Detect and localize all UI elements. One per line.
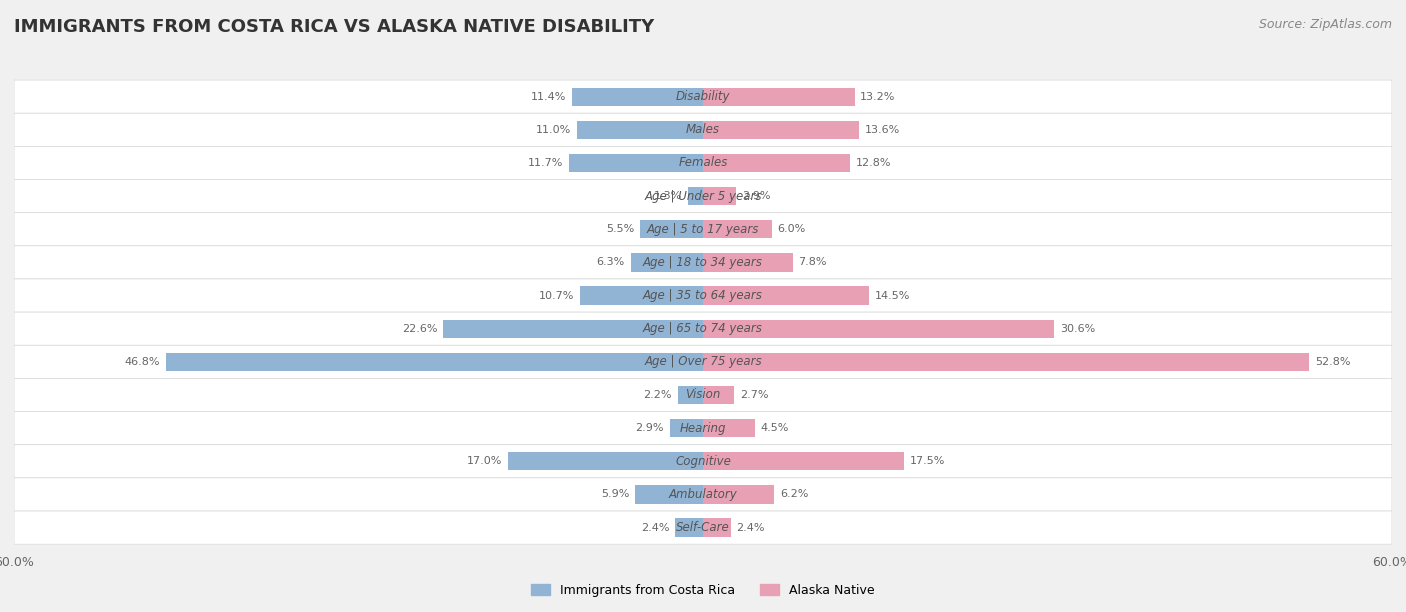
Bar <box>688 187 703 205</box>
Text: Age | Under 5 years: Age | Under 5 years <box>644 190 762 203</box>
Text: 2.4%: 2.4% <box>737 523 765 532</box>
Text: 12.8%: 12.8% <box>856 158 891 168</box>
FancyBboxPatch shape <box>14 246 1392 279</box>
Bar <box>703 88 855 106</box>
Bar <box>703 154 851 172</box>
Bar <box>636 485 703 504</box>
Bar <box>669 419 703 437</box>
Bar <box>581 286 703 305</box>
Text: 6.0%: 6.0% <box>778 224 806 234</box>
FancyBboxPatch shape <box>14 511 1392 544</box>
FancyBboxPatch shape <box>14 445 1392 478</box>
Text: Age | 5 to 17 years: Age | 5 to 17 years <box>647 223 759 236</box>
Text: 13.6%: 13.6% <box>865 125 900 135</box>
Text: 1.3%: 1.3% <box>654 191 682 201</box>
Bar <box>703 386 734 404</box>
Bar <box>572 88 703 106</box>
Text: 6.2%: 6.2% <box>780 490 808 499</box>
Bar <box>640 220 703 238</box>
FancyBboxPatch shape <box>14 80 1392 113</box>
FancyBboxPatch shape <box>14 345 1392 378</box>
Text: Age | Over 75 years: Age | Over 75 years <box>644 356 762 368</box>
Text: 17.0%: 17.0% <box>467 457 502 466</box>
Bar <box>703 452 904 471</box>
FancyBboxPatch shape <box>14 113 1392 146</box>
Text: 5.5%: 5.5% <box>606 224 634 234</box>
Text: 4.5%: 4.5% <box>761 423 789 433</box>
Bar <box>703 121 859 139</box>
Bar <box>703 220 772 238</box>
Text: 52.8%: 52.8% <box>1315 357 1351 367</box>
Text: Age | 65 to 74 years: Age | 65 to 74 years <box>643 322 763 335</box>
Text: Disability: Disability <box>676 90 730 103</box>
Bar <box>703 286 869 305</box>
Bar <box>678 386 703 404</box>
Bar <box>508 452 703 471</box>
Bar <box>703 419 755 437</box>
Bar <box>568 154 703 172</box>
Text: 5.9%: 5.9% <box>602 490 630 499</box>
FancyBboxPatch shape <box>14 146 1392 179</box>
Text: Self-Care: Self-Care <box>676 521 730 534</box>
Text: 2.2%: 2.2% <box>644 390 672 400</box>
FancyBboxPatch shape <box>14 378 1392 411</box>
Bar <box>703 518 731 537</box>
Bar <box>703 485 775 504</box>
Text: Females: Females <box>678 157 728 170</box>
Text: 22.6%: 22.6% <box>402 324 437 334</box>
Text: 10.7%: 10.7% <box>538 291 575 300</box>
Bar <box>166 353 703 371</box>
Text: 14.5%: 14.5% <box>875 291 911 300</box>
Bar <box>576 121 703 139</box>
Text: 13.2%: 13.2% <box>860 92 896 102</box>
FancyBboxPatch shape <box>14 212 1392 246</box>
FancyBboxPatch shape <box>14 411 1392 445</box>
Text: 11.4%: 11.4% <box>531 92 567 102</box>
Legend: Immigrants from Costa Rica, Alaska Native: Immigrants from Costa Rica, Alaska Nativ… <box>526 579 880 602</box>
Text: Vision: Vision <box>685 389 721 401</box>
Bar <box>443 319 703 338</box>
Text: 2.9%: 2.9% <box>742 191 770 201</box>
Bar <box>675 518 703 537</box>
Bar <box>703 353 1309 371</box>
Text: Age | 18 to 34 years: Age | 18 to 34 years <box>643 256 763 269</box>
Text: Hearing: Hearing <box>679 422 727 435</box>
Text: 30.6%: 30.6% <box>1060 324 1095 334</box>
Text: 2.7%: 2.7% <box>740 390 768 400</box>
Text: IMMIGRANTS FROM COSTA RICA VS ALASKA NATIVE DISABILITY: IMMIGRANTS FROM COSTA RICA VS ALASKA NAT… <box>14 18 654 36</box>
Text: 7.8%: 7.8% <box>799 258 827 267</box>
Text: 11.7%: 11.7% <box>527 158 562 168</box>
Text: 17.5%: 17.5% <box>910 457 945 466</box>
Text: 11.0%: 11.0% <box>536 125 571 135</box>
Text: Ambulatory: Ambulatory <box>669 488 737 501</box>
Text: Source: ZipAtlas.com: Source: ZipAtlas.com <box>1258 18 1392 31</box>
FancyBboxPatch shape <box>14 179 1392 212</box>
Text: 2.4%: 2.4% <box>641 523 669 532</box>
Text: 6.3%: 6.3% <box>596 258 624 267</box>
Text: Cognitive: Cognitive <box>675 455 731 468</box>
FancyBboxPatch shape <box>14 279 1392 312</box>
Text: 46.8%: 46.8% <box>124 357 160 367</box>
Bar <box>703 253 793 272</box>
Text: Age | 35 to 64 years: Age | 35 to 64 years <box>643 289 763 302</box>
Bar <box>703 187 737 205</box>
Bar <box>631 253 703 272</box>
FancyBboxPatch shape <box>14 312 1392 345</box>
Bar <box>703 319 1054 338</box>
FancyBboxPatch shape <box>14 478 1392 511</box>
Text: 2.9%: 2.9% <box>636 423 664 433</box>
Text: Males: Males <box>686 123 720 136</box>
